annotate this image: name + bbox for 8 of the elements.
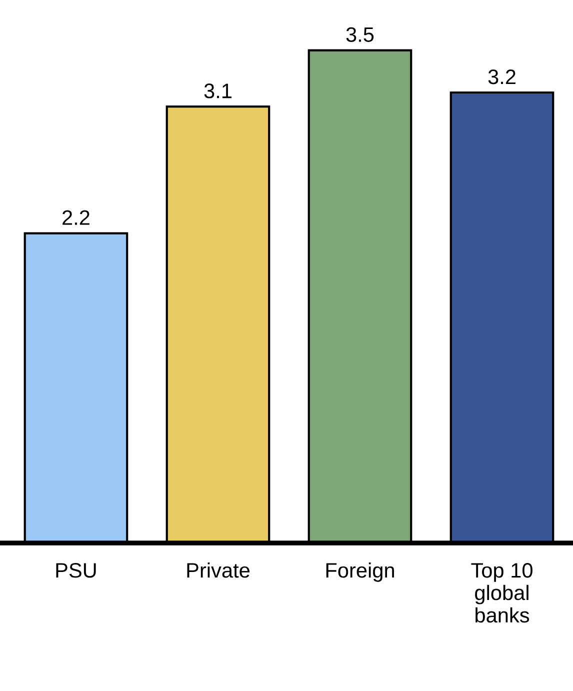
x-tick-label: Top 10 global banks: [471, 562, 532, 623]
data-label: 3.5: [346, 27, 374, 42]
x-tick-label: Foreign: [326, 562, 394, 582]
x-tick-label: PSU: [56, 562, 96, 578]
data-label: 3.1: [204, 84, 232, 98]
x-tick-label: Private: [187, 562, 250, 578]
data-label: 2.2: [62, 210, 90, 225]
data-label: 3.2: [488, 69, 516, 84]
